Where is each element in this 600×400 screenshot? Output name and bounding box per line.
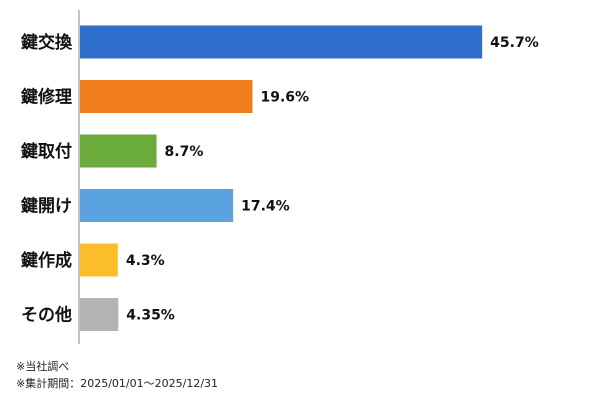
value-label-4: 17.4% (241, 199, 290, 215)
category-label-1: 鍵交換 (21, 32, 73, 53)
bar-1 (80, 25, 483, 59)
source-note: ※当社調べ (16, 360, 70, 373)
period-note: ※集計期間：2025/01/01〜2025/12/31 (16, 377, 219, 390)
bar-5 (80, 243, 118, 277)
chart-notes: ※当社調べ ※集計期間：2025/01/01〜2025/12/31 (16, 358, 218, 392)
value-label-6: 4.35% (126, 308, 175, 324)
category-label-6: その他 (21, 305, 72, 326)
category-label-2: 鍵修理 (21, 87, 72, 108)
category-label-4: 鍵開け (21, 196, 72, 217)
category-label-5: 鍵作成 (21, 250, 72, 271)
bars-group: 鍵交換 45.7% 鍵修理 19.6% 鍵取付 8.7% 鍵開け 17.4% 鍵作成 4.3% その… (21, 25, 539, 331)
value-label-2: 19.6% (260, 90, 309, 106)
bar-2 (80, 80, 253, 113)
bar-chart: 鍵交換 45.7% 鍵修理 19.6% 鍵取付 8.7% 鍵開け 17.4% 鍵作成 4.3% その… (21, 10, 539, 344)
value-label-1: 45.7% (490, 35, 539, 51)
bar-6 (80, 298, 119, 331)
value-label-3: 8.7% (165, 144, 204, 160)
bar-3 (80, 134, 157, 168)
bar-4 (80, 189, 234, 222)
category-label-3: 鍵取付 (21, 141, 72, 162)
value-label-5: 4.3% (126, 253, 165, 269)
